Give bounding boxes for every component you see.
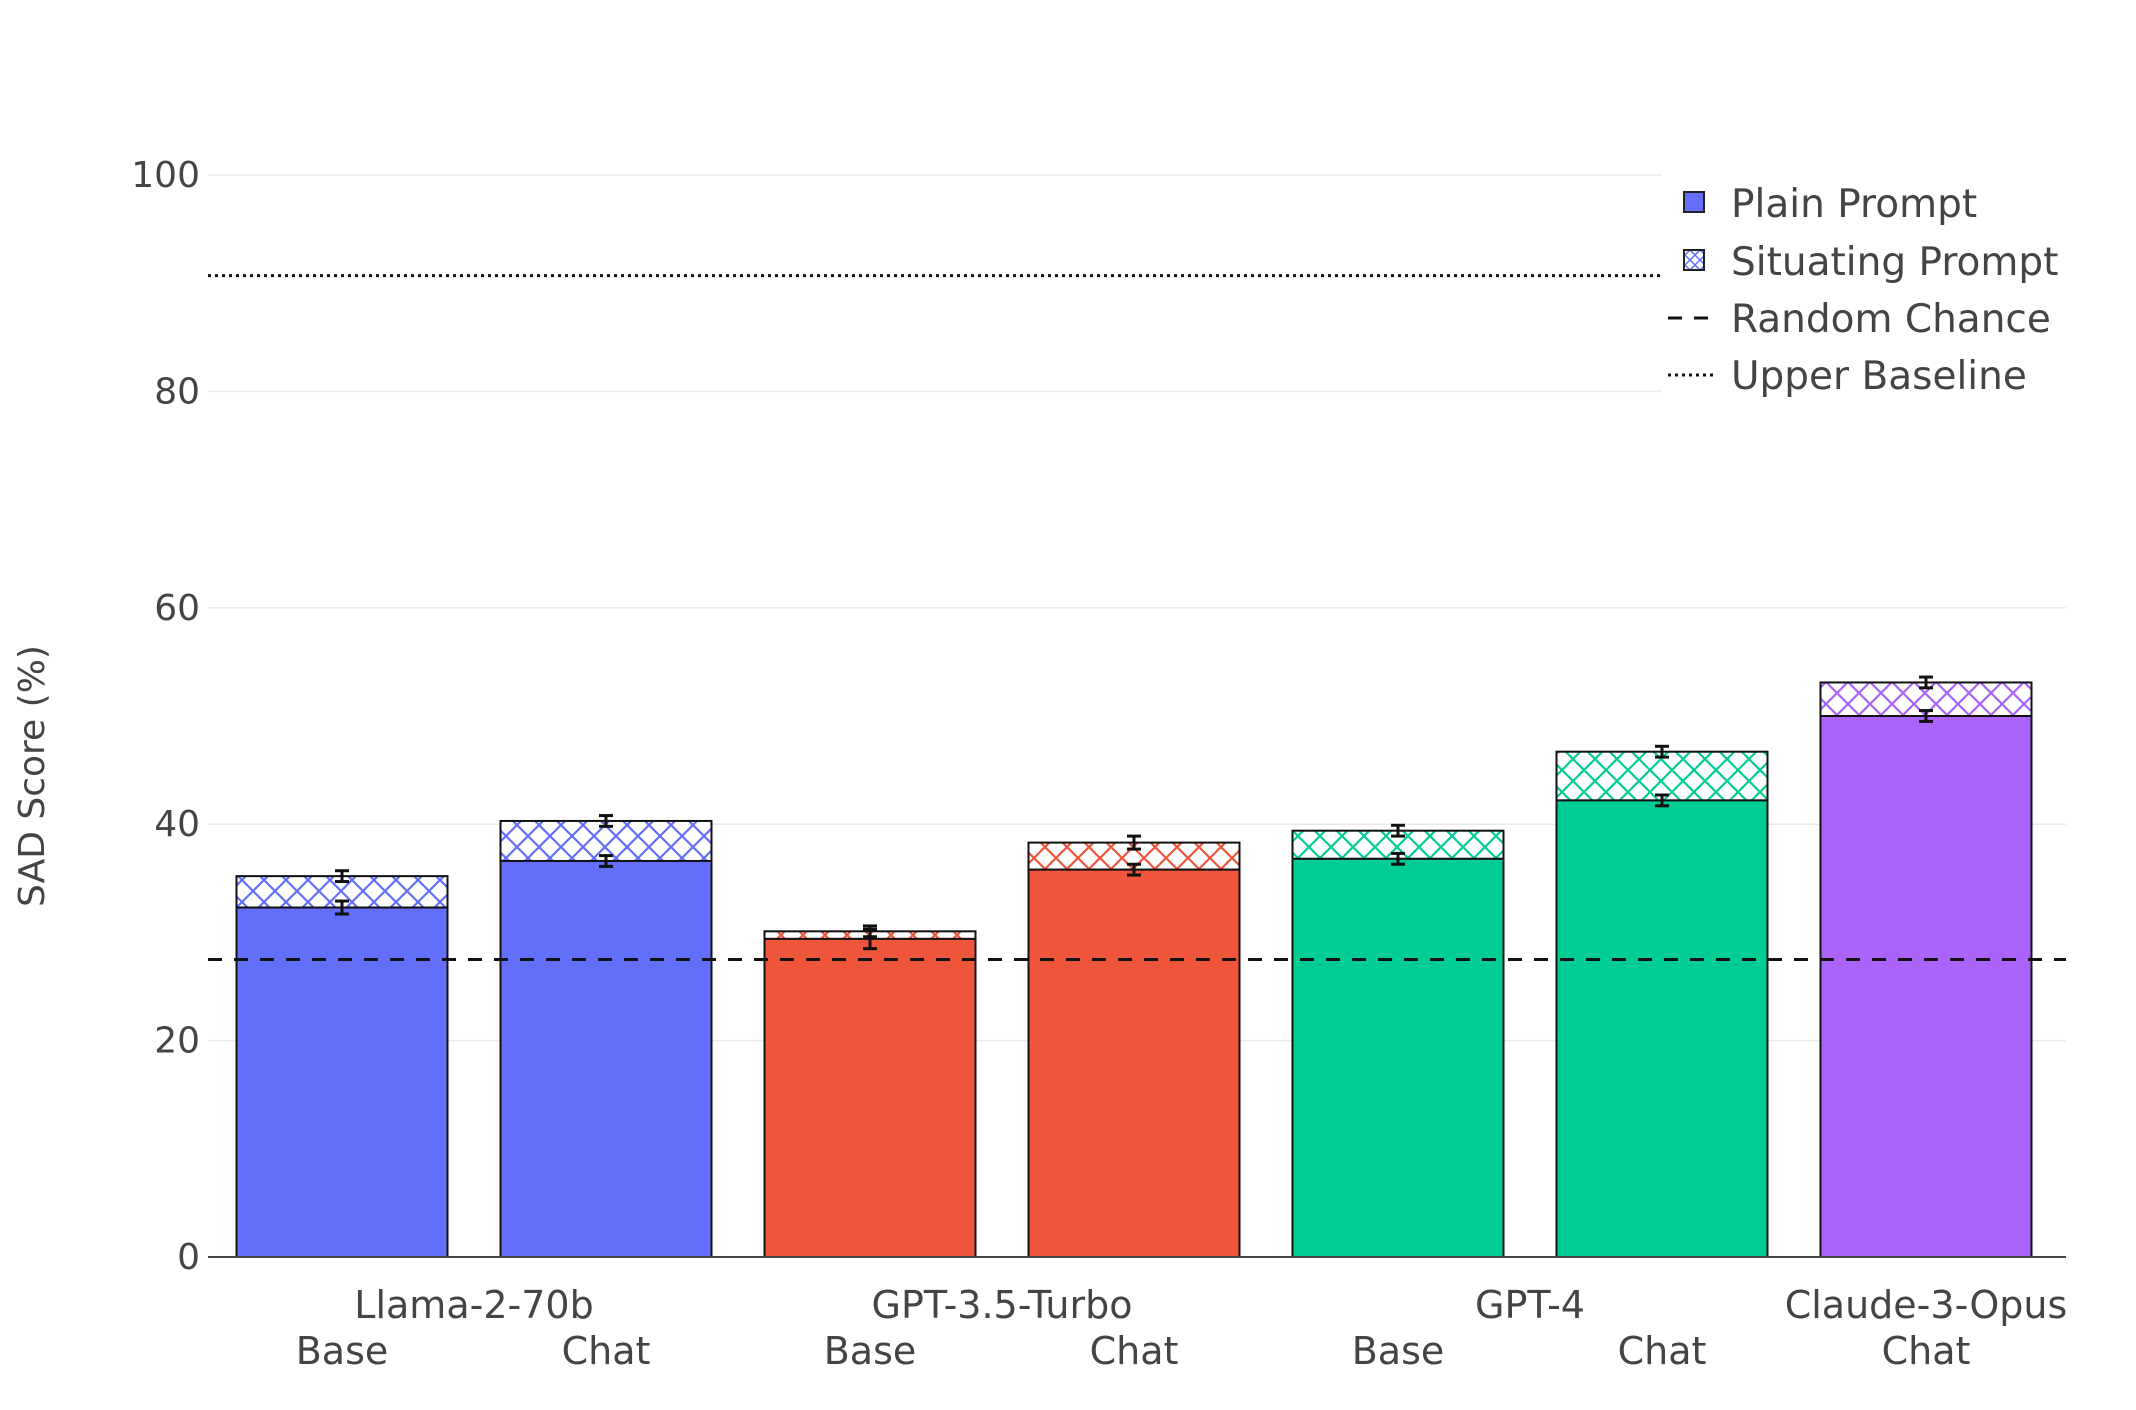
error-bar-situating bbox=[1655, 744, 1669, 759]
error-bar-plain bbox=[1391, 851, 1405, 866]
bar-situating bbox=[1555, 750, 1769, 802]
error-bar-situating bbox=[1127, 834, 1141, 851]
bars bbox=[235, 681, 2033, 1259]
bar-sublabel: Base bbox=[1352, 1329, 1445, 1373]
legend-upper-baseline: Upper Baseline bbox=[1731, 354, 2027, 399]
group-label: Llama-2-70b bbox=[354, 1283, 593, 1327]
group-label: GPT-3.5-Turbo bbox=[872, 1283, 1133, 1327]
error-bar-situating bbox=[863, 924, 877, 939]
bar-sublabel: Chat bbox=[1090, 1329, 1179, 1373]
bar-plain bbox=[763, 937, 977, 1259]
group-label: GPT-4 bbox=[1475, 1283, 1585, 1327]
legend-plain-swatch bbox=[1683, 191, 1705, 213]
error-bars bbox=[335, 675, 1933, 951]
error-bar-plain bbox=[1127, 862, 1141, 877]
bar-plain bbox=[1555, 799, 1769, 1258]
reference-lines bbox=[208, 274, 2066, 961]
error-bar-situating bbox=[335, 869, 349, 884]
bar-plain bbox=[1027, 868, 1241, 1258]
error-bar-situating bbox=[1391, 823, 1405, 838]
bar-plain bbox=[499, 859, 713, 1258]
group-label: Claude-3-Opus bbox=[1785, 1283, 2068, 1327]
bar-sublabel: Base bbox=[824, 1329, 917, 1373]
bar-sublabel: Chat bbox=[562, 1329, 651, 1373]
legend-random-chance: Random Chance bbox=[1731, 297, 2051, 342]
y-tick-label: 100 bbox=[131, 155, 200, 196]
y-tick-label: 80 bbox=[154, 371, 200, 412]
error-bar-plain bbox=[335, 899, 349, 916]
error-bar-plain bbox=[1919, 709, 1933, 723]
y-tick-label: 20 bbox=[154, 1021, 200, 1062]
y-tick-label: 0 bbox=[177, 1237, 200, 1278]
legend: Plain Prompt Situating Prompt Random Cha… bbox=[1662, 170, 2072, 410]
bar-sublabel: Base bbox=[296, 1329, 389, 1373]
y-tick-label: 60 bbox=[154, 588, 200, 629]
error-bar-plain bbox=[599, 854, 613, 868]
legend-situating-swatch bbox=[1683, 249, 1705, 271]
legend-situating-prompt: Situating Prompt bbox=[1731, 240, 2058, 285]
error-bar-situating bbox=[599, 814, 613, 828]
y-tick-label: 40 bbox=[154, 804, 200, 845]
legend-background bbox=[1662, 170, 2072, 410]
y-axis-title: SAD Score (%) bbox=[12, 645, 53, 907]
bar-plain bbox=[1819, 715, 2033, 1258]
legend-plain-prompt: Plain Prompt bbox=[1731, 182, 1977, 227]
bar-sublabel: Chat bbox=[1882, 1329, 1971, 1373]
error-bar-situating bbox=[1919, 675, 1933, 690]
error-bar-plain bbox=[1655, 793, 1669, 808]
y-tick-labels: 0 20 40 60 80 100 bbox=[131, 155, 200, 1278]
bar-plain bbox=[1291, 857, 1505, 1258]
bar-sublabel: Chat bbox=[1618, 1329, 1707, 1373]
